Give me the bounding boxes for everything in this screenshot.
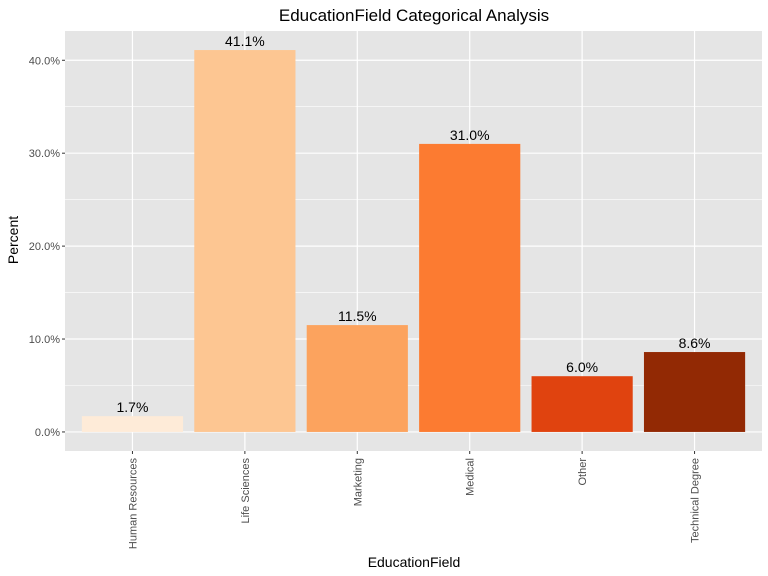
x-axis-title: EducationField [368,554,461,570]
x-tick-label: Life Sciences [240,458,252,524]
bar-value-label: 1.7% [116,399,148,415]
bar-technical-degree [643,352,746,432]
y-tick-label: 20.0% [29,241,60,253]
bar-value-label: 8.6% [679,335,711,351]
bar-value-label: 31.0% [450,127,490,143]
bar-medical [419,143,521,432]
y-tick-label: 30.0% [29,148,60,160]
bar-value-label: 6.0% [566,359,598,375]
x-tick-label: Medical [465,458,477,496]
x-axis: Human Resources Life Sciences Marketing Med… [127,451,702,550]
x-tick-label: Other [577,458,589,486]
x-tick-label: Marketing [352,458,364,506]
bar-life-sciences [194,50,296,432]
y-tick-label: 10.0% [29,334,60,346]
x-tick-label: Human Resources [127,458,139,550]
bar-value-label: 11.5% [338,308,377,324]
y-axis: 0.0% 10.0% 20.0% 30.0% 40.0% [29,55,65,439]
bar-value-label: 41.1% [225,33,265,49]
bar-human-resources [81,416,184,432]
bar-labels: 1.7% 41.1% 11.5% 31.0% 6.0% 8.6% [116,33,710,415]
y-tick-label: 0.0% [35,427,60,439]
y-tick-label: 40.0% [29,55,60,67]
bar-other [531,376,633,432]
y-axis-title: Percent [5,216,21,264]
chart-title: EducationField Categorical Analysis [279,6,549,25]
bar-marketing [306,325,408,432]
x-tick-label: Technical Degree [690,458,702,543]
bars [81,50,746,432]
